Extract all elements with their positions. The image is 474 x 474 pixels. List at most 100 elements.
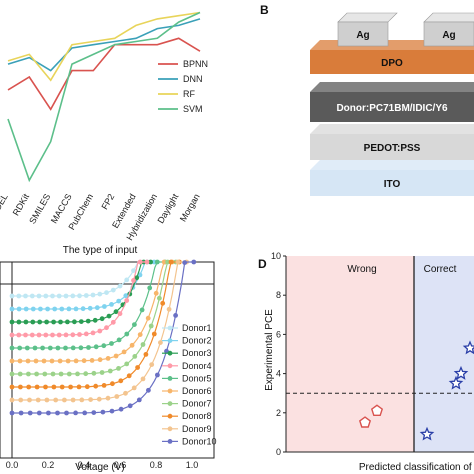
panel-c-curve-marker bbox=[109, 302, 114, 307]
panel-c-curve-marker bbox=[55, 345, 61, 351]
panel-c-curve-marker bbox=[18, 384, 23, 390]
panel-c-legend-marker bbox=[167, 325, 173, 331]
panel-c-curve-marker bbox=[127, 403, 133, 409]
panel-c-curve-marker bbox=[23, 306, 29, 312]
panel-c-curve-marker bbox=[135, 365, 141, 370]
panel-c-curve-marker bbox=[77, 293, 82, 299]
panel-c-curve-marker bbox=[124, 361, 130, 367]
panel-c-curve-marker bbox=[27, 397, 32, 403]
panel-b-ag-label: Ag bbox=[442, 30, 455, 41]
panel-c-curve-marker bbox=[132, 322, 137, 327]
panel-c-curve-marker bbox=[116, 298, 122, 304]
panel-c-curve-marker bbox=[70, 332, 76, 338]
panel-c-curve-marker bbox=[101, 343, 107, 349]
panel-c-curve-marker bbox=[146, 387, 151, 393]
panel-d-wrong-point bbox=[370, 404, 384, 416]
panel-c-curve-marker bbox=[59, 306, 65, 312]
panel-c-curve-marker bbox=[139, 307, 145, 313]
panel-c-curve-marker bbox=[16, 332, 22, 338]
panel-d-wrong-label: Wrong bbox=[347, 264, 376, 275]
panel-c-legend-marker bbox=[167, 338, 173, 343]
panel-c-curve-marker bbox=[99, 316, 105, 322]
panel-c-curve-marker bbox=[37, 319, 43, 325]
panel-c-curve-marker bbox=[116, 337, 122, 343]
panel-c-curve-marker bbox=[160, 300, 166, 306]
panel-c-curve-marker bbox=[113, 309, 119, 315]
panel-c-curve-marker bbox=[144, 259, 150, 265]
panel-c-curve-marker bbox=[44, 397, 50, 403]
panel-c-curve-marker bbox=[34, 384, 40, 390]
panel-c-curve-marker bbox=[45, 306, 50, 312]
panel-c-curve-marker bbox=[26, 384, 32, 390]
panel-c-curve-marker bbox=[30, 319, 36, 325]
panel-c-curve-marker bbox=[110, 287, 116, 293]
panel-c-curve-marker bbox=[51, 384, 57, 390]
panel-c-curve-marker bbox=[118, 378, 124, 384]
panel-c-curve-marker bbox=[47, 345, 53, 351]
panel-b-layer bbox=[310, 170, 474, 196]
panel-c-curve-marker bbox=[136, 397, 142, 403]
panel-c-curve-marker bbox=[81, 358, 87, 364]
panel-c-curve-marker bbox=[23, 332, 28, 338]
panel-c-curve-marker bbox=[92, 317, 98, 323]
panel-b-ag-label: Ag bbox=[356, 30, 369, 41]
panel-a-series-dnn bbox=[7, 18, 201, 72]
panel-a-legend-label: SVM bbox=[183, 104, 203, 114]
panel-b-layer bbox=[310, 92, 474, 122]
panel-a-x-tick-label: Daylight bbox=[155, 192, 180, 226]
panel-c-curve-marker bbox=[9, 371, 15, 377]
panel-c-curve-marker bbox=[80, 306, 86, 312]
panel-c-curve-marker bbox=[117, 311, 123, 317]
panel-c-curve-marker bbox=[148, 323, 154, 329]
panel-c-curve-marker bbox=[124, 331, 130, 337]
panel-c-curve-marker bbox=[18, 410, 24, 416]
panel-a-series-rf bbox=[7, 11, 201, 82]
panel-b-layer-top bbox=[310, 160, 474, 170]
panel-c-curve-marker bbox=[38, 306, 43, 312]
panel-c-curve-marker bbox=[149, 362, 155, 367]
panel-c-curve-marker bbox=[113, 353, 119, 359]
panel-c-curve-marker bbox=[90, 292, 96, 298]
panel-b-layers: DPO Donor:PC71BM/IDIC/Y6 PEDOT:PSS ITO Ag Ag bbox=[310, 12, 474, 196]
panel-c-curve-marker bbox=[53, 397, 59, 403]
panel-a-x-axis-label: The type of input bbox=[63, 245, 138, 256]
panel-c-curve-marker bbox=[101, 383, 107, 388]
panel-c-legend-label: Donor8 bbox=[182, 411, 212, 421]
panel-c-legend-marker bbox=[167, 363, 173, 369]
panel-b-letter: B bbox=[260, 3, 269, 17]
panel-c-x-tick-label: 0.6 bbox=[114, 460, 127, 470]
panel-c-curve-marker bbox=[70, 345, 76, 351]
panel-c-curve-marker bbox=[43, 332, 49, 338]
panel-c-curve-marker bbox=[191, 259, 197, 265]
panel-d-x-axis-label: Predicted classification of P bbox=[359, 462, 474, 473]
panel-b-ag-top bbox=[423, 12, 474, 23]
panel-c-curve-marker bbox=[32, 345, 38, 351]
panel-b-layer-label: DPO bbox=[381, 58, 403, 69]
panel-c-legend-label: Donor2 bbox=[182, 336, 212, 346]
panel-c-curve-marker bbox=[124, 277, 130, 283]
panel-b-layer-label: PEDOT:PSS bbox=[364, 143, 421, 154]
panel-a-x-tick-label: Morgan bbox=[178, 192, 202, 223]
panel-c-curve-marker bbox=[62, 397, 67, 403]
panel-c-curve-marker bbox=[73, 358, 79, 364]
panel-c-curve-marker bbox=[17, 345, 23, 351]
panel-c-curve-marker bbox=[18, 397, 24, 403]
panel-c-x-tick-label: 0.8 bbox=[150, 460, 163, 470]
panel-a-x-tick-label: RDKit bbox=[11, 192, 32, 218]
panel-c-curve-marker bbox=[137, 259, 143, 265]
panel-c-curve-marker bbox=[153, 290, 159, 296]
panel-a-legend: BPNN DNN RF SVM bbox=[158, 59, 208, 114]
panel-c-curve-marker bbox=[89, 358, 95, 363]
panel-c-curve-marker bbox=[147, 285, 153, 291]
panel-d-content: Wrong Correct 0 2 4 6 8 10 bbox=[271, 251, 474, 457]
panel-b-layer bbox=[310, 50, 474, 74]
panel-c-curve-marker bbox=[52, 306, 58, 312]
panel-c-curve-marker bbox=[93, 383, 99, 389]
panel-c-curve-marker bbox=[158, 340, 163, 345]
panel-c-curve-marker bbox=[175, 259, 181, 265]
panel-c-curve-marker bbox=[165, 259, 171, 265]
panel-c-x-ticks: 0.0 0.2 0.4 0.6 0.8 1.0 bbox=[6, 460, 199, 470]
panel-c-frame bbox=[0, 261, 215, 459]
panel-c-x-axis-label: Voltage (V) bbox=[75, 462, 124, 473]
